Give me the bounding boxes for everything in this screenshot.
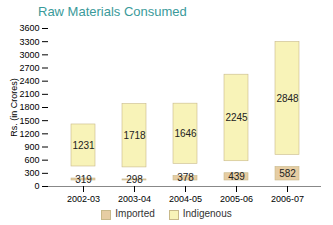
svg-text:2700: 2700 <box>19 63 39 73</box>
svg-text:1200: 1200 <box>19 129 39 139</box>
html-text:Indigenous: Indigenous <box>182 208 232 220</box>
svg-text:2400: 2400 <box>19 76 39 86</box>
html-text:Raw Materials Consumed: Raw Materials Consumed <box>38 4 187 19</box>
html-text:Imported: Imported <box>115 208 155 220</box>
svg-text:2848: 2848 <box>276 93 299 104</box>
svg-text:319: 319 <box>75 174 92 185</box>
svg-text:2006-07: 2006-07 <box>271 194 304 204</box>
svg-text:Rs. (in Crores): Rs. (in Crores) <box>9 78 19 137</box>
svg-text:1646: 1646 <box>174 128 197 139</box>
svg-text:3600: 3600 <box>19 23 39 33</box>
svg-text:600: 600 <box>24 155 39 165</box>
svg-text:1800: 1800 <box>19 102 39 112</box>
svg-text:2003-04: 2003-04 <box>118 194 151 204</box>
svg-text:2005-06: 2005-06 <box>220 194 253 204</box>
svg-text:3000: 3000 <box>19 50 39 60</box>
svg-text:298: 298 <box>126 174 143 185</box>
svg-text:378: 378 <box>177 172 194 183</box>
svg-text:300: 300 <box>24 168 39 178</box>
svg-text:2002-03: 2002-03 <box>67 194 100 204</box>
svg-text:0: 0 <box>34 181 39 191</box>
svg-text:2100: 2100 <box>19 89 39 99</box>
svg-text:3300: 3300 <box>19 37 39 47</box>
svg-text:1500: 1500 <box>19 116 39 126</box>
svg-text:439: 439 <box>228 171 245 182</box>
svg-text:2245: 2245 <box>225 112 248 123</box>
svg-text:1718: 1718 <box>123 130 146 141</box>
svg-text:900: 900 <box>24 142 39 152</box>
svg-text:2004-05: 2004-05 <box>169 194 202 204</box>
svg-text:1231: 1231 <box>72 140 95 151</box>
svg-text:582: 582 <box>279 168 296 179</box>
